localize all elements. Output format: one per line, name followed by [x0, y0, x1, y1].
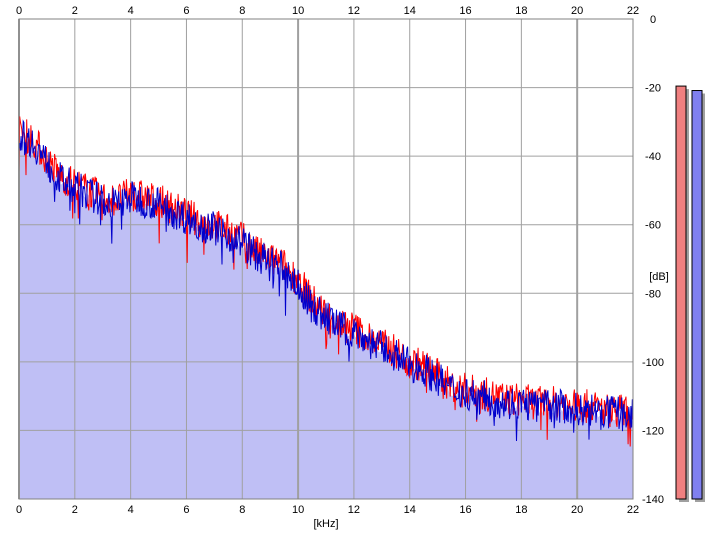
x-tick-label-bottom: 10 — [292, 504, 304, 516]
x-tick-label-top: 14 — [404, 5, 416, 17]
x-tick-label-top: 2 — [72, 5, 78, 17]
x-tick-label-bottom: 4 — [128, 504, 134, 516]
level-meter-0 — [675, 85, 687, 500]
x-tick-label-top: 10 — [292, 5, 304, 17]
x-tick-label-top: 4 — [128, 5, 134, 17]
y-axis-label: [dB] — [649, 271, 669, 283]
x-tick-label-bottom: 14 — [404, 504, 416, 516]
x-tick-label-top: 12 — [348, 5, 360, 17]
x-tick-label-bottom: 22 — [627, 504, 639, 516]
x-tick-label-bottom: 2 — [72, 504, 78, 516]
x-tick-label-bottom: 0 — [16, 504, 22, 516]
y-tick-label: 0 — [650, 14, 656, 26]
y-tick-label: -40 — [645, 151, 661, 163]
x-tick-label-top: 22 — [627, 5, 639, 17]
x-tick-label-top: 0 — [16, 5, 22, 17]
y-tick-label: -20 — [645, 83, 661, 95]
y-tick-label: -60 — [645, 220, 661, 232]
y-tick-label: -140 — [642, 494, 664, 506]
x-tick-label-top: 18 — [515, 5, 527, 17]
x-tick-label-top: 16 — [459, 5, 471, 17]
x-tick-label-top: 20 — [571, 5, 583, 17]
y-tick-label: -120 — [642, 425, 664, 437]
x-axis-label: [kHz] — [313, 518, 338, 530]
x-tick-label-bottom: 12 — [348, 504, 360, 516]
x-tick-label-bottom: 6 — [183, 504, 189, 516]
level-meter-1 — [691, 90, 703, 500]
series-line-1 — [18, 119, 634, 442]
plot-frame — [18, 18, 634, 500]
x-tick-label-bottom: 8 — [239, 504, 245, 516]
y-tick-label: -80 — [645, 288, 661, 300]
x-tick-label-bottom: 16 — [459, 504, 471, 516]
x-tick-label-bottom: 20 — [571, 504, 583, 516]
y-tick-label: -100 — [642, 357, 664, 369]
x-tick-label-top: 6 — [183, 5, 189, 17]
x-tick-label-bottom: 18 — [515, 504, 527, 516]
x-tick-label-top: 8 — [239, 5, 245, 17]
